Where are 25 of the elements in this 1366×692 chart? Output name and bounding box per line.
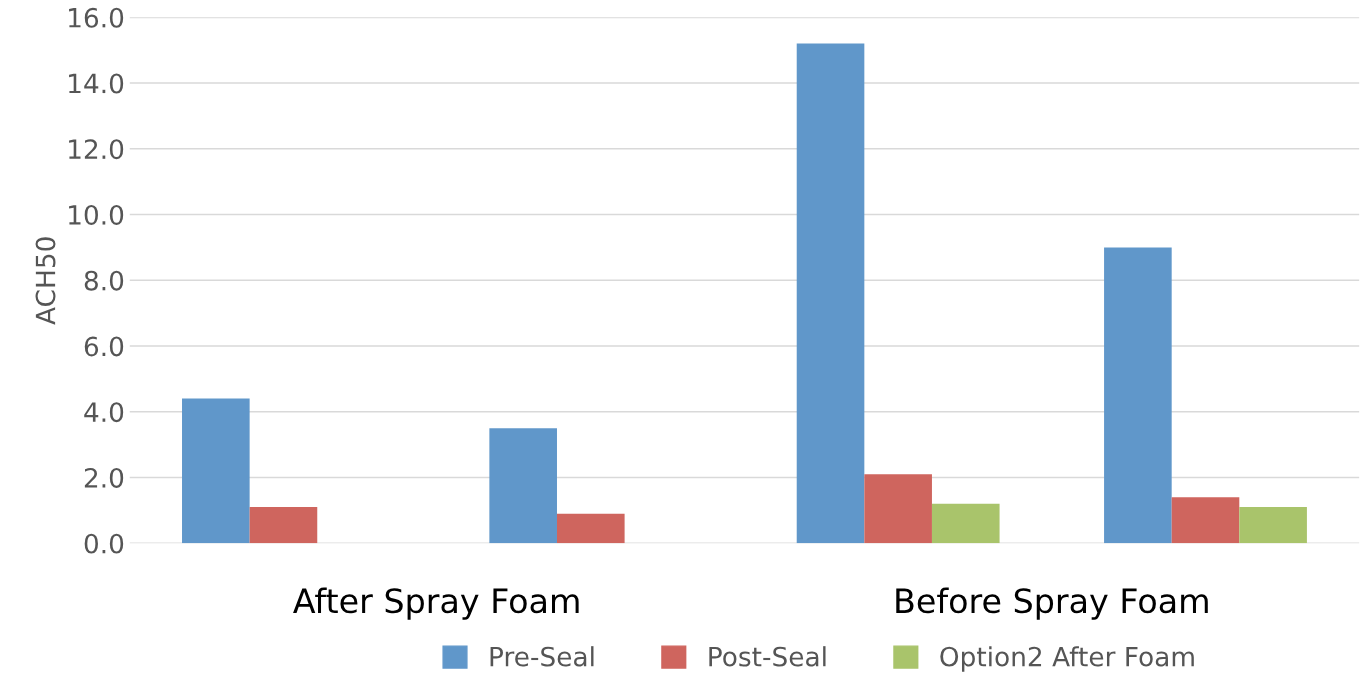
legend-label: Post-Seal [709, 646, 826, 667]
y-tick-label: 6.0 [84, 336, 124, 357]
bar [249, 507, 318, 544]
y-tick-label: 0.0 [84, 533, 124, 554]
text: Before Spray Foam [896, 587, 1208, 620]
bar [1104, 247, 1172, 544]
y-tick-label: 10.0 [69, 204, 124, 225]
bar [931, 503, 1000, 544]
bar [489, 428, 557, 544]
y-tick-label: 4.0 [84, 402, 124, 423]
legend-label: Pre-Seal [490, 646, 594, 667]
legend-label: Option2 After Foam [940, 646, 1194, 672]
y-tick-label: 8.0 [84, 270, 124, 291]
bar [556, 513, 625, 544]
bar [1239, 507, 1307, 544]
bar [796, 43, 865, 544]
bar [864, 474, 932, 544]
y-tick-label: 14.0 [69, 73, 124, 94]
y-tick-label: 16.0 [69, 7, 124, 28]
y-tick-label: 12.0 [69, 139, 124, 160]
y-tick-label: 2.0 [84, 467, 124, 488]
bar [182, 398, 250, 544]
y-axis-title: ACH50 [35, 237, 56, 325]
text: After Spray Foam [293, 587, 579, 620]
bar [1171, 497, 1240, 544]
